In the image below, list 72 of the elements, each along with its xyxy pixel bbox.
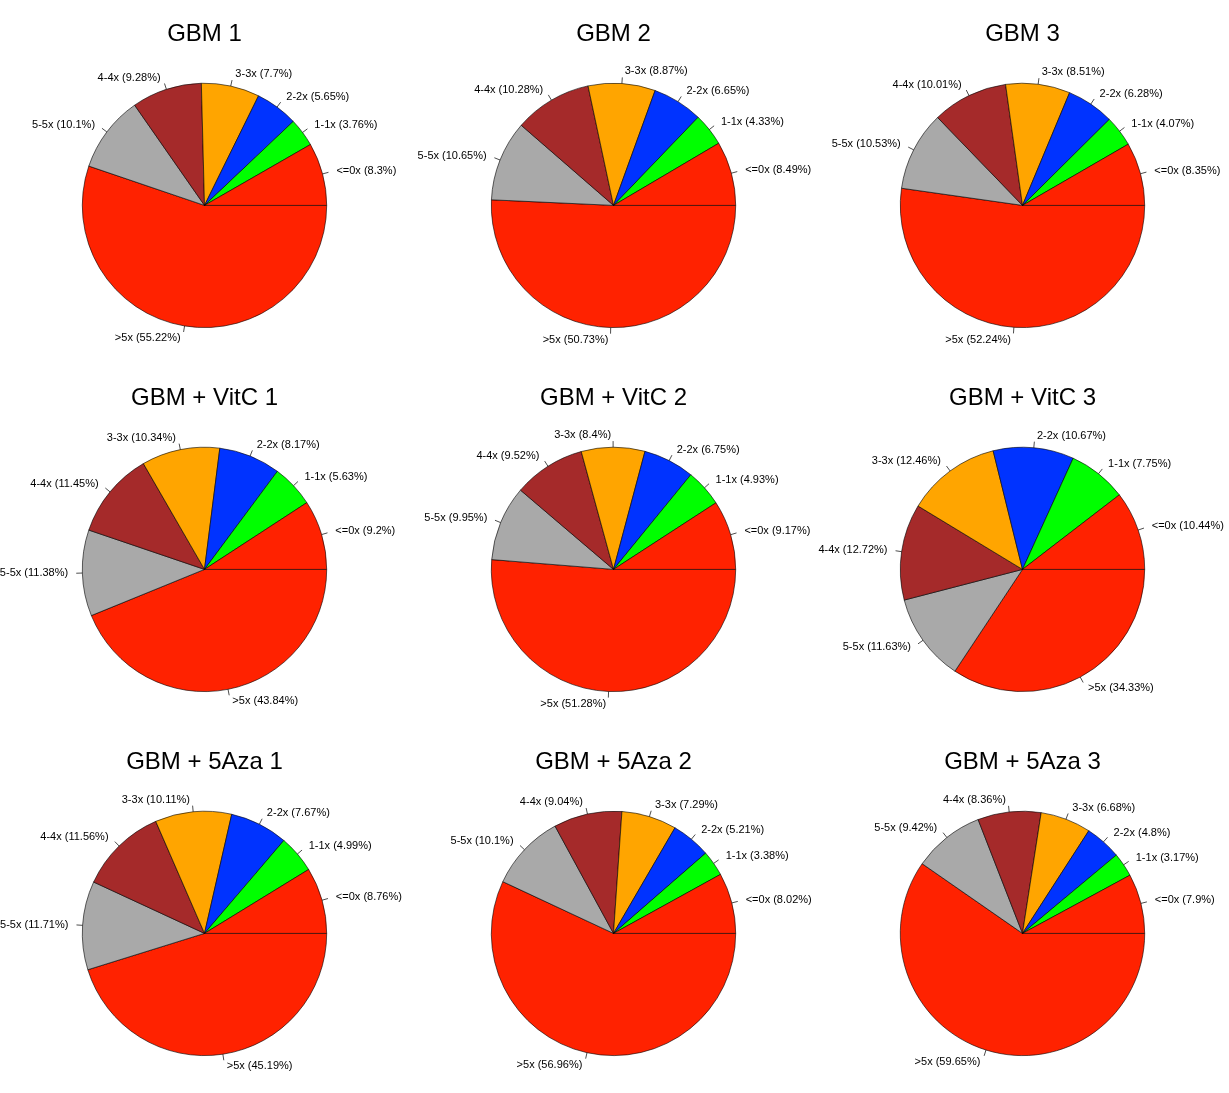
slice-label: <=0x (8.35%) [1154,163,1221,176]
slice-label: 1-1x (4.33%) [720,115,784,128]
slice-label: >5x (52.24%) [945,332,1012,345]
slice-label: 5-5x (9.95%) [424,510,488,523]
slice-label: 1-1x (3.38%) [725,849,789,862]
slice-label: 4-4x (11.56%) [40,830,109,843]
slice-label: <=0x (8.02%) [745,892,812,905]
slice-label: 1-1x (5.63%) [304,470,368,483]
slice-label: 2-2x (7.67%) [266,806,330,819]
slice-label: <=0x (7.9%) [1154,893,1215,906]
slice-label: 1-1x (3.76%) [314,118,378,131]
slice-label: 1-1x (7.75%) [1108,457,1172,470]
slice-label: 4-4x (9.52%) [476,448,540,461]
slice-label: >5x (45.19%) [226,1059,293,1072]
chart-title: GBM + VitC 1 [131,383,278,411]
chart-title: GBM + 5Aza 2 [535,747,692,775]
slice-label: >5x (55.22%) [114,331,181,344]
slice-label: 5-5x (11.38%) [0,566,69,579]
slice-label: 5-5x (10.1%) [450,834,514,847]
slice-label: <=0x (10.44%) [1151,519,1224,532]
chart-title: GBM + VitC 3 [949,383,1096,411]
chart-title: GBM + VitC 2 [540,383,687,411]
slice-label: >5x (51.28%) [540,696,607,709]
slice-label: <=0x (9.17%) [744,524,811,537]
slice-label: >5x (34.33%) [1088,680,1154,693]
slice-label: 3-3x (7.7%) [235,67,293,80]
slice-label: 2-2x (4.8%) [1113,825,1171,838]
slice-label: >5x (59.65%) [914,1054,981,1067]
slice-label: 2-2x (6.75%) [676,442,740,455]
slice-label: 1-1x (4.93%) [715,472,779,485]
slice-label: 5-5x (10.53%) [831,137,901,150]
chart-title: GBM 3 [985,19,1060,47]
slice-label: <=0x (8.49%) [745,163,812,175]
slice-label: <=0x (9.2%) [335,524,396,537]
slice-label: 4-4x (10.28%) [474,82,544,95]
slice-label: 2-2x (5.21%) [701,822,765,835]
slice-label: 5-5x (10.65%) [417,148,487,161]
slice-label: 2-2x (6.65%) [686,84,750,97]
slice-label: 2-2x (6.28%) [1099,86,1163,99]
slice-label: 4-4x (11.45%) [30,477,99,490]
slice-label: 4-4x (8.36%) [942,792,1006,805]
slice-label: 4-4x (9.28%) [97,70,161,83]
slice-label: 3-3x (7.29%) [654,797,718,810]
slice-label: <=0x (8.3%) [336,163,397,176]
slice-label: 4-4x (12.72%) [818,542,888,555]
slice-label: 3-3x (8.87%) [624,64,688,77]
chart-title: GBM 1 [167,19,242,47]
slice-label: 2-2x (5.65%) [286,90,350,103]
slice-label: 1-1x (4.99%) [308,839,372,852]
slice-label: 5-5x (11.63%) [842,640,912,653]
chart-title: GBM + 5Aza 3 [944,747,1101,775]
slice-label: >5x (43.84%) [232,694,299,707]
chart-title: GBM 2 [576,19,651,47]
slice-label: 1-1x (3.17%) [1135,850,1199,863]
slice-label: 3-3x (10.34%) [106,430,176,443]
slice-label: 2-2x (8.17%) [256,437,320,450]
slice-label: <=0x (8.76%) [335,889,402,902]
slice-label: >5x (56.96%) [516,1057,583,1070]
chart-title: GBM + 5Aza 1 [126,747,283,775]
slice-label: >5x (50.73%) [542,332,609,345]
slice-label: 3-3x (8.51%) [1041,65,1105,78]
slice-label: 1-1x (4.07%) [1131,116,1195,129]
slice-label: 3-3x (8.4%) [554,428,612,441]
slice-label: 3-3x (12.46%) [871,454,941,467]
slice-label: 5-5x (9.42%) [874,820,938,833]
slice-label: 5-5x (10.1%) [32,117,96,130]
slice-label: 3-3x (6.68%) [1072,800,1136,813]
slice-label: 4-4x (10.01%) [892,77,962,90]
slice-label: 2-2x (10.67%) [1036,428,1107,441]
slice-label: 5-5x (11.71%) [0,917,69,930]
slice-label: 4-4x (9.04%) [519,795,583,808]
slice-label: 3-3x (10.11%) [121,792,191,805]
